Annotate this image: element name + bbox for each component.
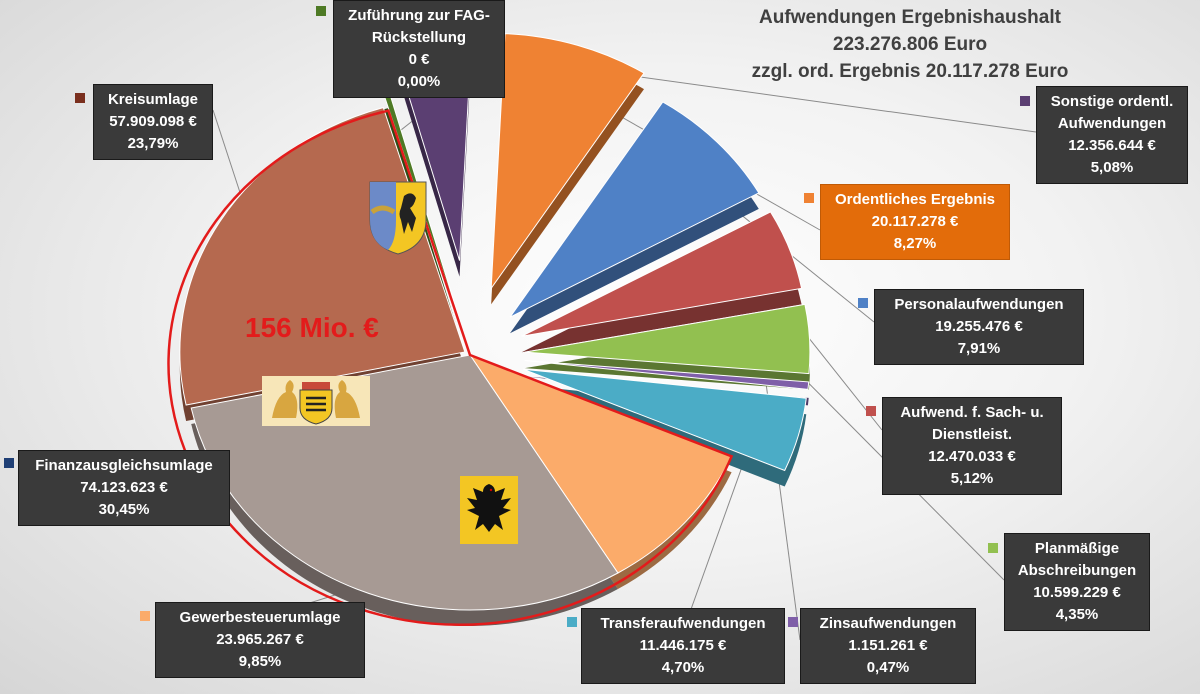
abschreibungen-legend-swatch [988, 543, 998, 553]
callout-percent: 0,00% [397, 73, 441, 90]
kreisumlage-callout: Kreisumlage 57.909.098 € 23,79% [93, 84, 213, 160]
transferaufwendungen-slice [522, 368, 807, 472]
chart-title: Aufwendungen Ergebnishaushalt 223.276.80… [700, 4, 1120, 85]
finanzausgleichsumlage-callout: Finanzausgleichsumlage 74.123.623 € 30,4… [18, 450, 230, 526]
callout-label-line-2: Abschreibungen [1017, 562, 1137, 579]
personalaufwendungen-callout: Personalaufwendungen 19.255.476 € 7,91% [874, 289, 1084, 365]
fag-rueckstellung-legend-swatch [316, 6, 326, 16]
ordentliches-ergebnis-slice [490, 33, 645, 290]
ordentliches-ergebnis-legend-swatch [804, 193, 814, 203]
callout-value: 12.470.033 € [928, 448, 1016, 465]
callout-label: Gewerbesteuerumlage [179, 609, 341, 626]
callout-percent: 4,70% [661, 659, 705, 676]
callout-value: 57.909.098 € [109, 113, 197, 130]
callout-value: 20.117.278 € [871, 213, 959, 230]
callout-percent: 9,85% [238, 653, 282, 670]
zinsaufwendungen-legend-swatch [788, 617, 798, 627]
callout-value: 12.356.644 € [1068, 137, 1156, 154]
callout-label: Transferaufwendungen [600, 615, 766, 632]
callout-value: 10.599.229 € [1033, 584, 1121, 601]
callout-value: 1.151.261 € [848, 637, 928, 654]
callout-label: Ordentliches Ergebnis [834, 191, 996, 208]
callout-label-line-1: Sonstige ordentl. [1050, 93, 1174, 110]
title-line-3: zzgl. ord. Ergebnis 20.117.278 Euro [751, 61, 1069, 82]
bw-coat-of-arms-icon [262, 376, 370, 426]
callout-value: 23.965.267 € [216, 631, 304, 648]
callout-value: 0 € [408, 51, 430, 68]
callout-percent: 30,45% [98, 501, 150, 518]
callout-value: 19.255.476 € [935, 318, 1023, 335]
callout-percent: 7,91% [957, 340, 1001, 357]
callout-percent: 4,35% [1055, 606, 1099, 623]
sonstige-legend-swatch [1020, 96, 1030, 106]
callout-label-line-2: Rückstellung [371, 29, 467, 46]
gewerbesteuerumlage-callout: Gewerbesteuerumlage 23.965.267 € 9,85% [155, 602, 365, 678]
sach-dienstleist-slice [521, 211, 803, 337]
callout-label: Zinsaufwendungen [819, 615, 957, 632]
federal-eagle-icon [460, 476, 518, 544]
callout-percent: 5,08% [1090, 159, 1134, 176]
title-line-1: Aufwendungen Ergebnishaushalt [759, 7, 1061, 28]
kreisumlage-legend-swatch [75, 93, 85, 103]
callout-label-line-1: Planmäßige [1034, 540, 1120, 557]
callout-percent: 23,79% [127, 135, 179, 152]
sonstige-aufwendungen-callout: Sonstige ordentl. Aufwendungen 12.356.64… [1036, 86, 1188, 184]
callout-value: 11.446.175 € [639, 637, 727, 654]
callout-percent: 0,47% [866, 659, 910, 676]
callout-label: Kreisumlage [107, 91, 199, 108]
transferaufwendungen-callout: Transferaufwendungen 11.446.175 € 4,70% [581, 608, 785, 684]
callout-label-line-1: Aufwend. f. Sach- u. [900, 404, 1044, 421]
callout-label-line-2: Dienstleist. [931, 426, 1013, 443]
callout-label: Personalaufwendungen [894, 296, 1064, 313]
personal-legend-swatch [858, 298, 868, 308]
highlight-total-label: 156 Mio. € [245, 312, 379, 343]
callout-label-line-1: Zuführung zur FAG- [348, 7, 490, 24]
callout-label-line-2: Aufwendungen [1057, 115, 1167, 132]
kreis-coat-of-arms-icon [369, 181, 427, 255]
abschreibungen-slice [524, 303, 811, 375]
zinsaufwendungen-callout: Zinsaufwendungen 1.151.261 € 0,47% [800, 608, 976, 684]
abschreibungen-callout: Planmäßige Abschreibungen 10.599.229 € 4… [1004, 533, 1150, 631]
callout-value: 74.123.623 € [80, 479, 168, 496]
fag-rueckstellung-callout: Zuführung zur FAG- Rückstellung 0 € 0,00… [333, 0, 505, 98]
callout-percent: 8,27% [893, 235, 937, 252]
finanzausgleich-legend-swatch [4, 458, 14, 468]
highlight-outline [167, 109, 734, 627]
callout-label: Finanzausgleichsumlage [35, 457, 213, 474]
sach-dienstleist-legend-swatch [866, 406, 876, 416]
ordentliches-ergebnis-callout: Ordentliches Ergebnis 20.117.278 € 8,27% [820, 184, 1010, 260]
callout-percent: 5,12% [950, 470, 994, 487]
sach-dienstleist-callout: Aufwend. f. Sach- u. Dienstleist. 12.470… [882, 397, 1062, 495]
gewerbesteuer-legend-swatch [140, 611, 150, 621]
title-line-2: 223.276.806 Euro [832, 34, 988, 55]
zinsaufwendungen-slice [524, 359, 810, 390]
personalaufwendungen-slice [509, 101, 760, 318]
transfer-legend-swatch [567, 617, 577, 627]
